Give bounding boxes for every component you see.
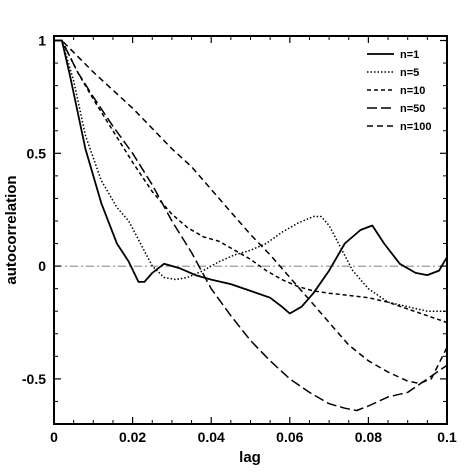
series-layer: [54, 39, 448, 412]
x-tick-label: 0.06: [276, 429, 303, 445]
series-line-n-10: [54, 39, 448, 324]
x-axis-title: lag: [239, 449, 261, 466]
x-tick-label: 0.1: [437, 429, 457, 445]
plot-frame: [53, 35, 448, 425]
legend-label: n=10: [400, 85, 425, 97]
series-line-n-5: [54, 39, 447, 312]
y-tick-labels: -0.5 0 0.5 1: [22, 33, 46, 387]
series-line-n-100: [54, 39, 448, 385]
legend-label: n=1: [400, 49, 419, 61]
x-tick-label: 0.04: [198, 429, 225, 445]
series-line-n-50: [54, 39, 448, 412]
x-tick-label: 0: [50, 429, 58, 445]
series-line-n-1: [54, 39, 448, 315]
x-tick-label: 0.08: [355, 429, 382, 445]
x-tick-label: 0.02: [119, 429, 146, 445]
y-tick-label: 0.5: [27, 145, 47, 161]
y-tick-label: 1: [38, 33, 46, 49]
legend: n=1 n=5 n=10 n=50 n=100: [367, 49, 432, 133]
x-tick-labels: 0 0.02 0.04 0.06 0.08 0.1: [50, 429, 457, 445]
legend-label: n=5: [400, 67, 419, 79]
y-tick-label: -0.5: [22, 371, 46, 387]
y-axis-title: autocorrelation: [3, 175, 20, 284]
legend-label: n=100: [400, 121, 432, 133]
y-tick-label: 0: [38, 258, 46, 274]
tick-marks-layer: [53, 36, 448, 424]
legend-label: n=50: [400, 103, 425, 115]
